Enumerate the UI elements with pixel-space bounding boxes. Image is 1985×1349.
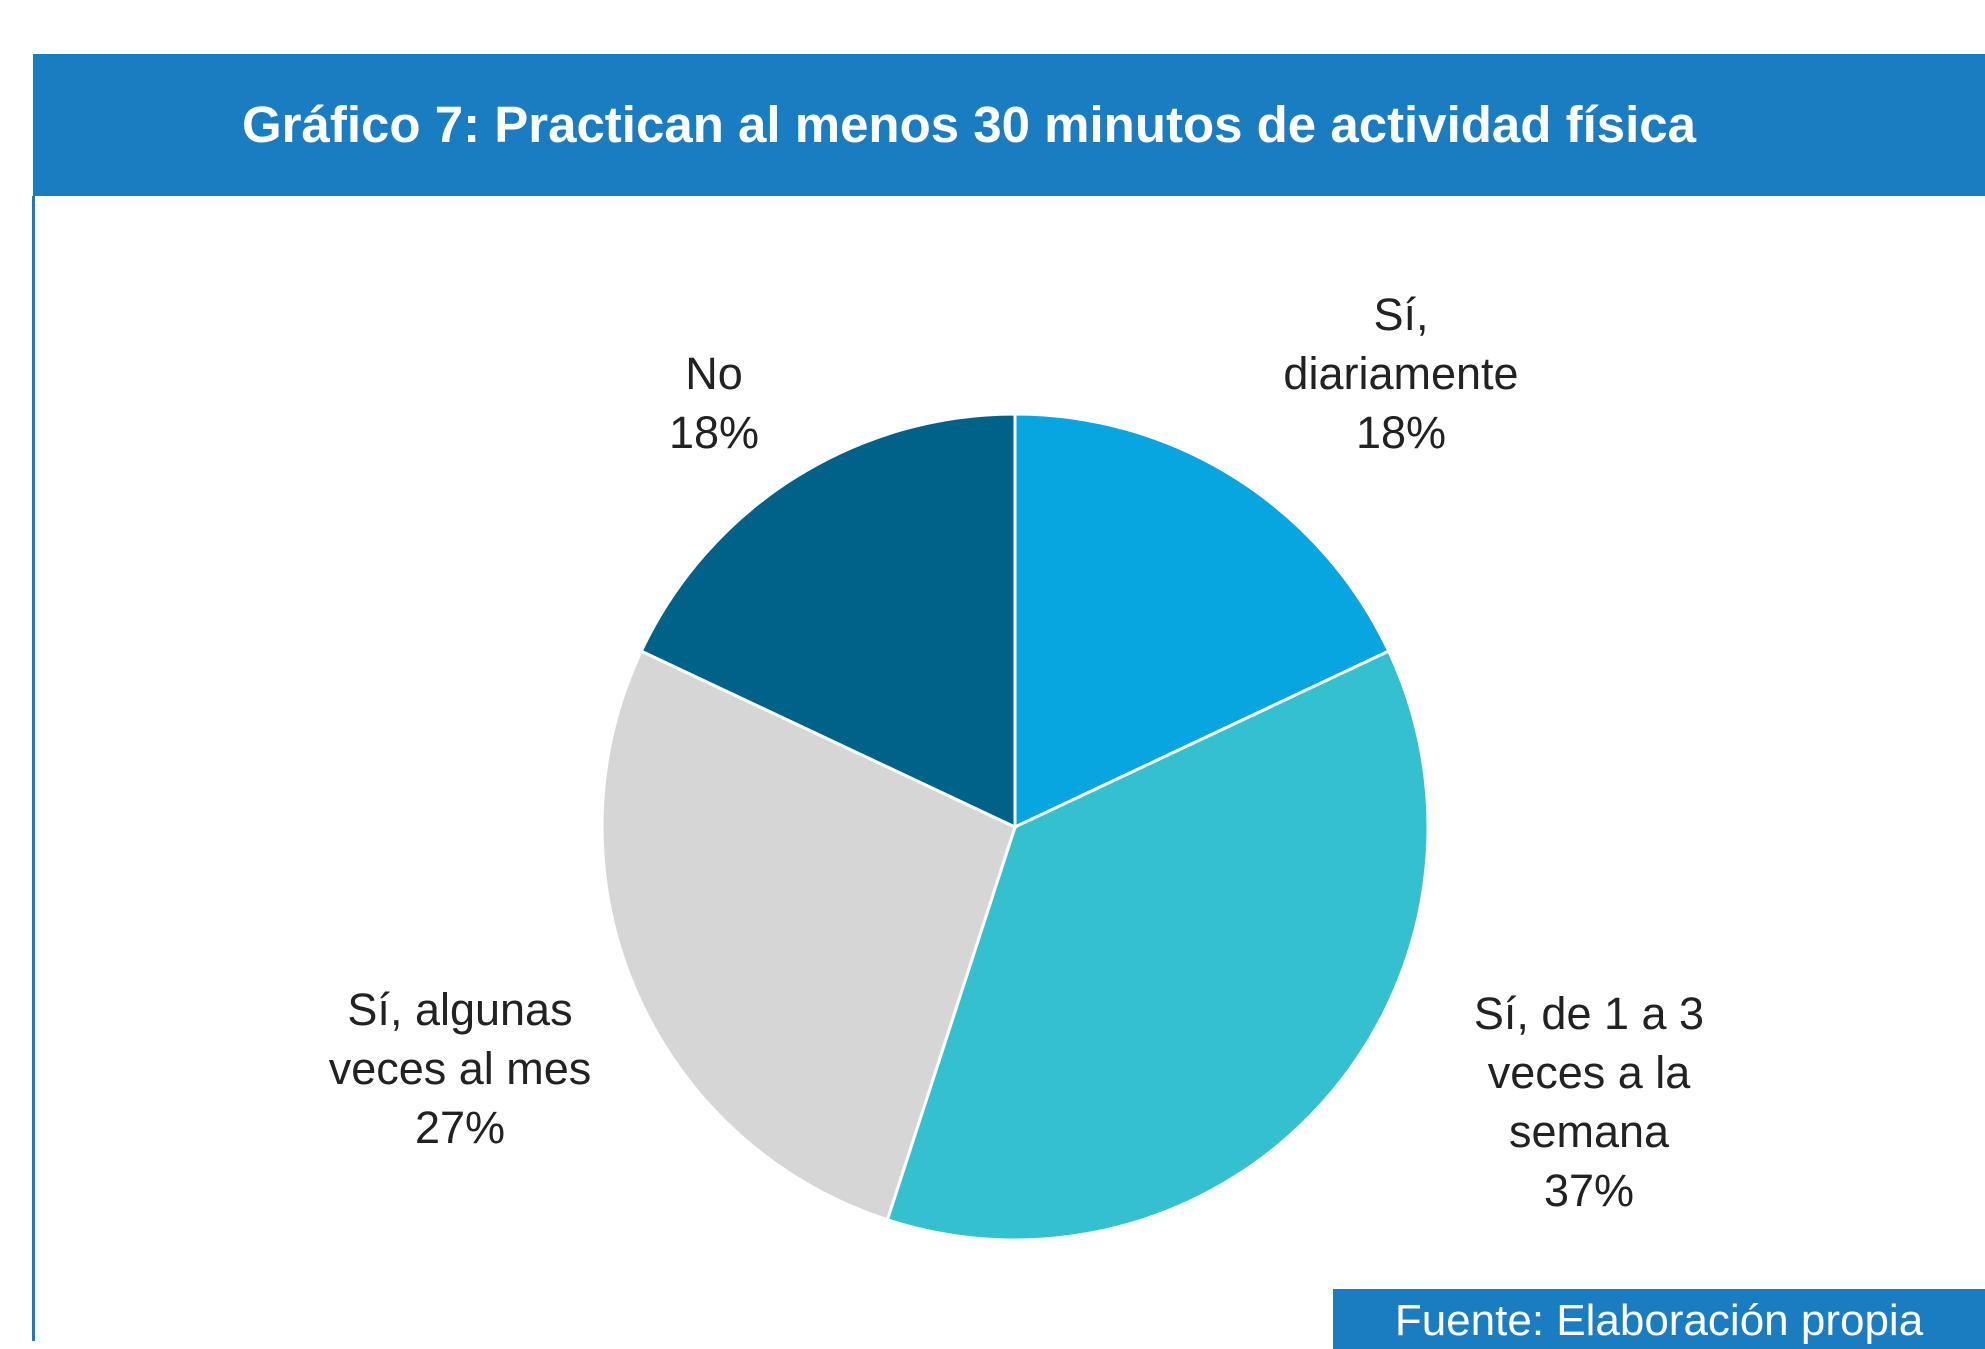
category-label: Sí, diariamente (1283, 289, 1519, 399)
pie-slice (885, 649, 1430, 1242)
pie-slice (1013, 412, 1391, 830)
slice-label: Sí, algunas veces al mes 27% (260, 980, 660, 1157)
chart-title: Gráfico 7: Practican al menos 30 minutos… (241, 96, 1697, 153)
value-label: 18% (668, 407, 760, 458)
category-label: Sí, de 1 a 3 veces a la semana (1473, 988, 1705, 1157)
header: Gráfico 7: Practican al menos 30 minutos… (33, 54, 1985, 196)
value-label: 18% (1355, 407, 1447, 458)
pie-slice (639, 412, 1017, 830)
category-label: No (685, 348, 743, 399)
slice-label: Sí, diariamente 18% (1201, 285, 1601, 462)
frame (32, 196, 35, 1341)
value-label: 37% (1543, 1165, 1635, 1216)
pie-slice (600, 649, 1017, 1222)
slice-label: Sí, de 1 a 3 veces a la semana 37% (1389, 984, 1789, 1220)
source: Fuente: Elaboración propia (1333, 1289, 1985, 1349)
value-label: 27% (414, 1102, 506, 1153)
category-label: Sí, algunas veces al mes (328, 984, 592, 1094)
slice-label: No 18% (514, 344, 914, 462)
